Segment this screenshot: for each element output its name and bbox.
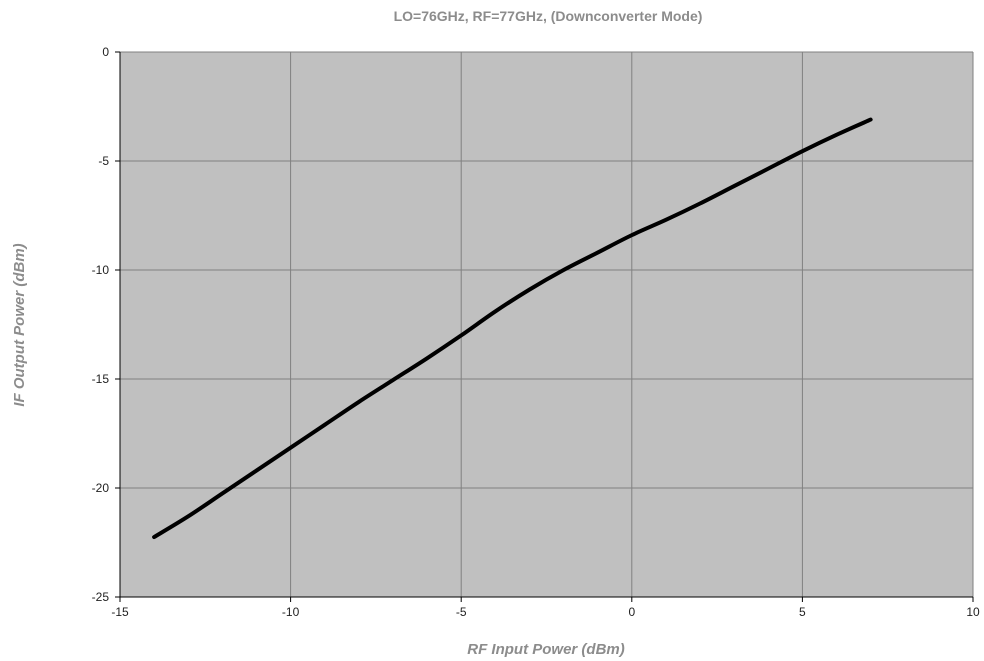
series-line xyxy=(152,117,873,540)
x-tick-label: 5 xyxy=(799,605,806,619)
x-axis-ticks: -15 -10 -5 0 5 10 xyxy=(111,597,980,619)
x-axis-title: RF Input Power (dBm) xyxy=(467,641,625,658)
y-tick-label: -15 xyxy=(92,372,110,386)
y-tick-label: -5 xyxy=(98,154,109,168)
x-tick-label: -10 xyxy=(282,605,300,619)
y-tick-label: -20 xyxy=(92,481,110,495)
y-tick-label: -10 xyxy=(92,263,110,277)
y-axis-ticks: 0 -5 -10 -15 -20 -25 xyxy=(92,45,120,604)
x-tick-label: -15 xyxy=(111,605,129,619)
x-tick-label: 0 xyxy=(628,605,635,619)
x-tick-label: 10 xyxy=(966,605,980,619)
y-axis-title: IF Output Power (dBm) xyxy=(11,243,28,406)
x-tick-label: -5 xyxy=(456,605,467,619)
plot-area xyxy=(120,52,973,597)
axes xyxy=(119,52,973,598)
y-tick-label: -25 xyxy=(92,590,110,604)
y-tick-label: 0 xyxy=(102,45,109,59)
grid xyxy=(120,51,974,597)
chart-title: LO=76GHz, RF=77GHz, (Downconverter Mode) xyxy=(394,8,703,24)
